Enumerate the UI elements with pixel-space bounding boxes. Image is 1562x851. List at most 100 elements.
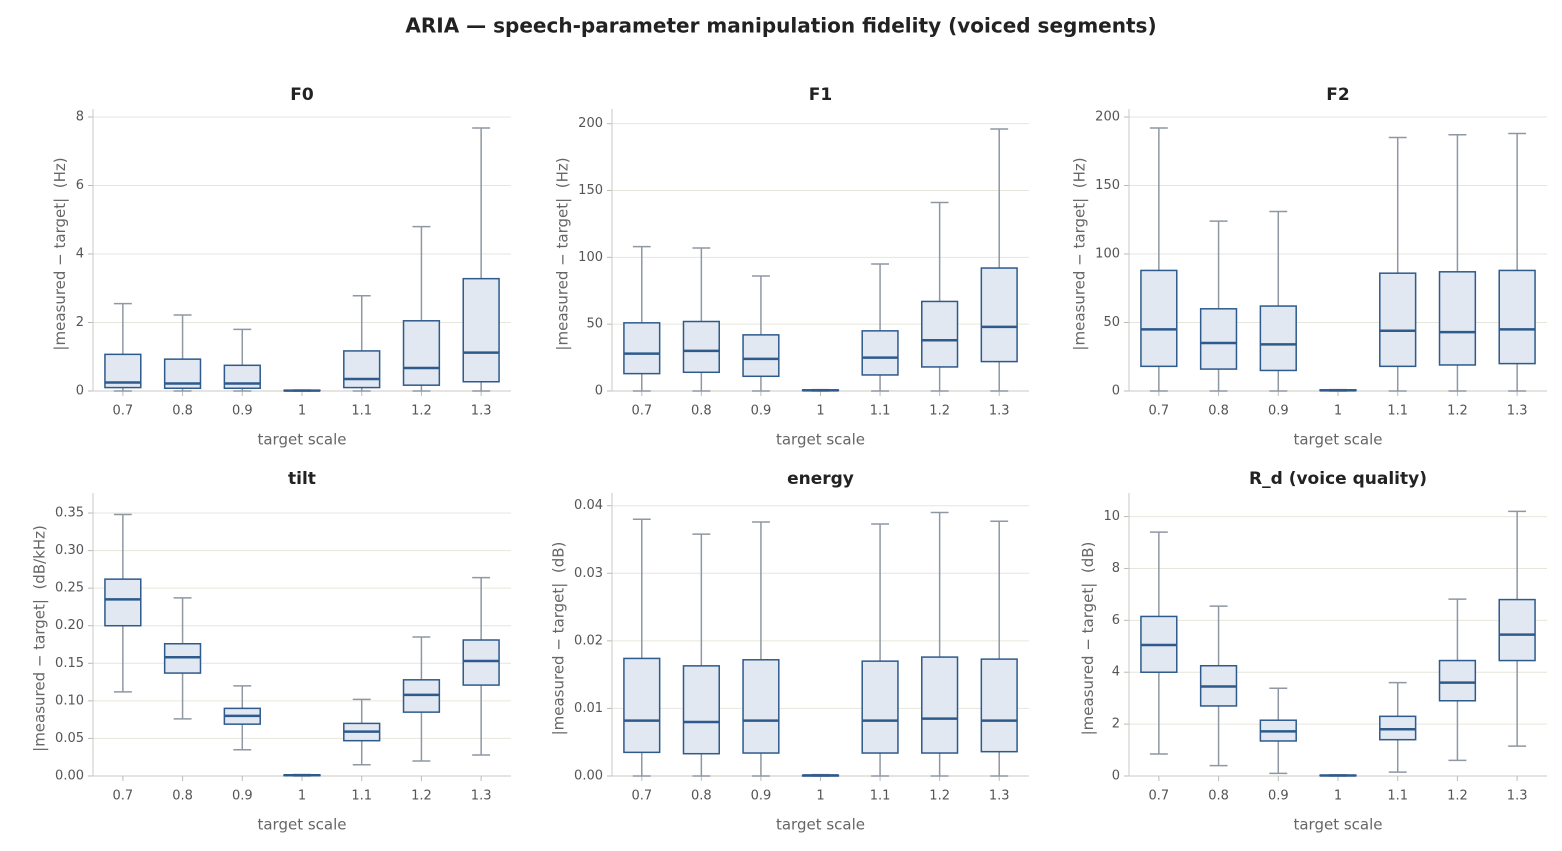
box — [623, 322, 661, 375]
y-tick-label: 150 — [1095, 178, 1120, 193]
box — [1199, 308, 1238, 370]
x-tick-label: 1.1 — [870, 404, 891, 419]
y-axis-label: |measured − target| (Hz) — [554, 157, 572, 350]
figure-title: ARIA — speech-parameter manipulation fid… — [405, 14, 1156, 38]
y-axis-label: |measured − target| (Hz) — [51, 157, 69, 350]
y-axis-label: |measured − target| (dB) — [550, 542, 568, 736]
x-tick-label: 0.7 — [1149, 404, 1170, 419]
box — [742, 659, 780, 754]
x-tick-label: 0.9 — [1268, 789, 1289, 804]
x-tick-label: 0.8 — [691, 789, 712, 804]
box — [682, 665, 720, 755]
y-tick-label: 0.01 — [574, 701, 603, 716]
y-axis-label: |measured − target| (dB) — [1079, 542, 1097, 736]
x-tick-label: 1.2 — [929, 789, 950, 804]
y-tick-label: 0 — [76, 384, 84, 399]
x-tick-label: 1 — [1334, 404, 1342, 419]
chart-title: R_d (voice quality) — [1249, 469, 1427, 489]
box — [223, 364, 261, 390]
y-tick-label: 200 — [578, 116, 603, 131]
chart-title: tilt — [288, 469, 316, 489]
x-tick-label: 0.7 — [1149, 789, 1170, 804]
y-tick-label: 4 — [76, 247, 84, 262]
y-tick-label: 0.15 — [55, 656, 84, 671]
y-tick-label: 0.02 — [574, 633, 603, 648]
y-tick-label: 0 — [1112, 384, 1120, 399]
box — [462, 277, 500, 383]
x-tick-label: 0.8 — [172, 404, 193, 419]
x-axis-label: target scale — [1293, 431, 1382, 449]
y-tick-label: 100 — [1095, 247, 1120, 262]
y-tick-label: 4 — [1112, 665, 1120, 680]
x-tick-label: 1.3 — [471, 789, 492, 804]
x-tick-label: 1.1 — [870, 789, 891, 804]
y-tick-label: 100 — [578, 250, 603, 265]
y-tick-label: 50 — [586, 317, 603, 332]
y-tick-label: 2 — [76, 315, 84, 330]
x-tick-label: 0.7 — [631, 404, 652, 419]
x-tick-label: 0.8 — [1208, 404, 1229, 419]
x-tick-label: 1.1 — [351, 789, 372, 804]
y-tick-label: 0.04 — [574, 498, 603, 513]
x-tick-label: 1 — [816, 789, 824, 804]
chart-title: F1 — [809, 85, 832, 105]
box — [104, 578, 142, 627]
box — [1438, 271, 1477, 366]
x-tick-label: 1 — [816, 404, 824, 419]
y-tick-label: 0.35 — [55, 506, 84, 521]
x-tick-label: 1 — [298, 404, 306, 419]
box — [462, 639, 500, 686]
y-tick-label: 200 — [1095, 110, 1120, 125]
x-tick-label: 0.8 — [172, 789, 193, 804]
x-tick-label: 0.7 — [113, 404, 134, 419]
y-tick-label: 0.05 — [55, 731, 84, 746]
box — [1140, 269, 1178, 368]
x-tick-label: 0.7 — [113, 789, 134, 804]
x-tick-label: 1 — [298, 789, 306, 804]
x-tick-label: 1.3 — [1507, 789, 1528, 804]
x-tick-label: 0.9 — [232, 404, 253, 419]
x-tick-label: 1.2 — [1447, 404, 1468, 419]
x-tick-label: 1.1 — [1387, 789, 1408, 804]
box — [1259, 305, 1297, 372]
box — [861, 330, 899, 376]
x-tick-label: 1.2 — [411, 404, 432, 419]
x-tick-label: 1.2 — [1447, 789, 1468, 804]
y-tick-label: 0.10 — [55, 693, 84, 708]
x-tick-label: 1.3 — [1507, 404, 1528, 419]
box — [1498, 598, 1536, 662]
x-tick-label: 1.2 — [929, 404, 950, 419]
x-tick-label: 0.8 — [691, 404, 712, 419]
y-tick-label: 2 — [1112, 717, 1120, 732]
box — [682, 320, 720, 374]
y-tick-label: 10 — [1103, 509, 1120, 524]
y-axis-label: |measured − target| (Hz) — [1071, 157, 1089, 350]
box — [1379, 715, 1417, 741]
box — [980, 658, 1018, 753]
x-tick-label: 1.2 — [411, 789, 432, 804]
x-tick-label: 1.3 — [989, 404, 1010, 419]
y-tick-label: 8 — [76, 110, 84, 125]
y-tick-label: 0 — [595, 384, 603, 399]
x-tick-label: 1.1 — [1387, 404, 1408, 419]
y-tick-label: 6 — [76, 178, 84, 193]
y-tick-label: 6 — [1112, 613, 1120, 628]
box — [921, 656, 959, 754]
box — [1498, 269, 1536, 365]
y-tick-label: 0.30 — [55, 543, 84, 558]
y-tick-label: 0.20 — [55, 618, 84, 633]
x-axis-label: target scale — [1293, 816, 1382, 834]
chart-title: energy — [787, 469, 854, 489]
x-tick-label: 1 — [1334, 789, 1342, 804]
y-tick-label: 0.25 — [55, 581, 84, 596]
box — [402, 320, 441, 386]
y-tick-label: 8 — [1112, 561, 1120, 576]
x-tick-label: 1.3 — [471, 404, 492, 419]
x-tick-label: 1.1 — [351, 404, 372, 419]
box — [1438, 659, 1477, 702]
x-tick-label: 0.9 — [751, 789, 772, 804]
box — [742, 334, 780, 378]
box — [861, 660, 899, 754]
x-axis-label: target scale — [257, 816, 346, 834]
